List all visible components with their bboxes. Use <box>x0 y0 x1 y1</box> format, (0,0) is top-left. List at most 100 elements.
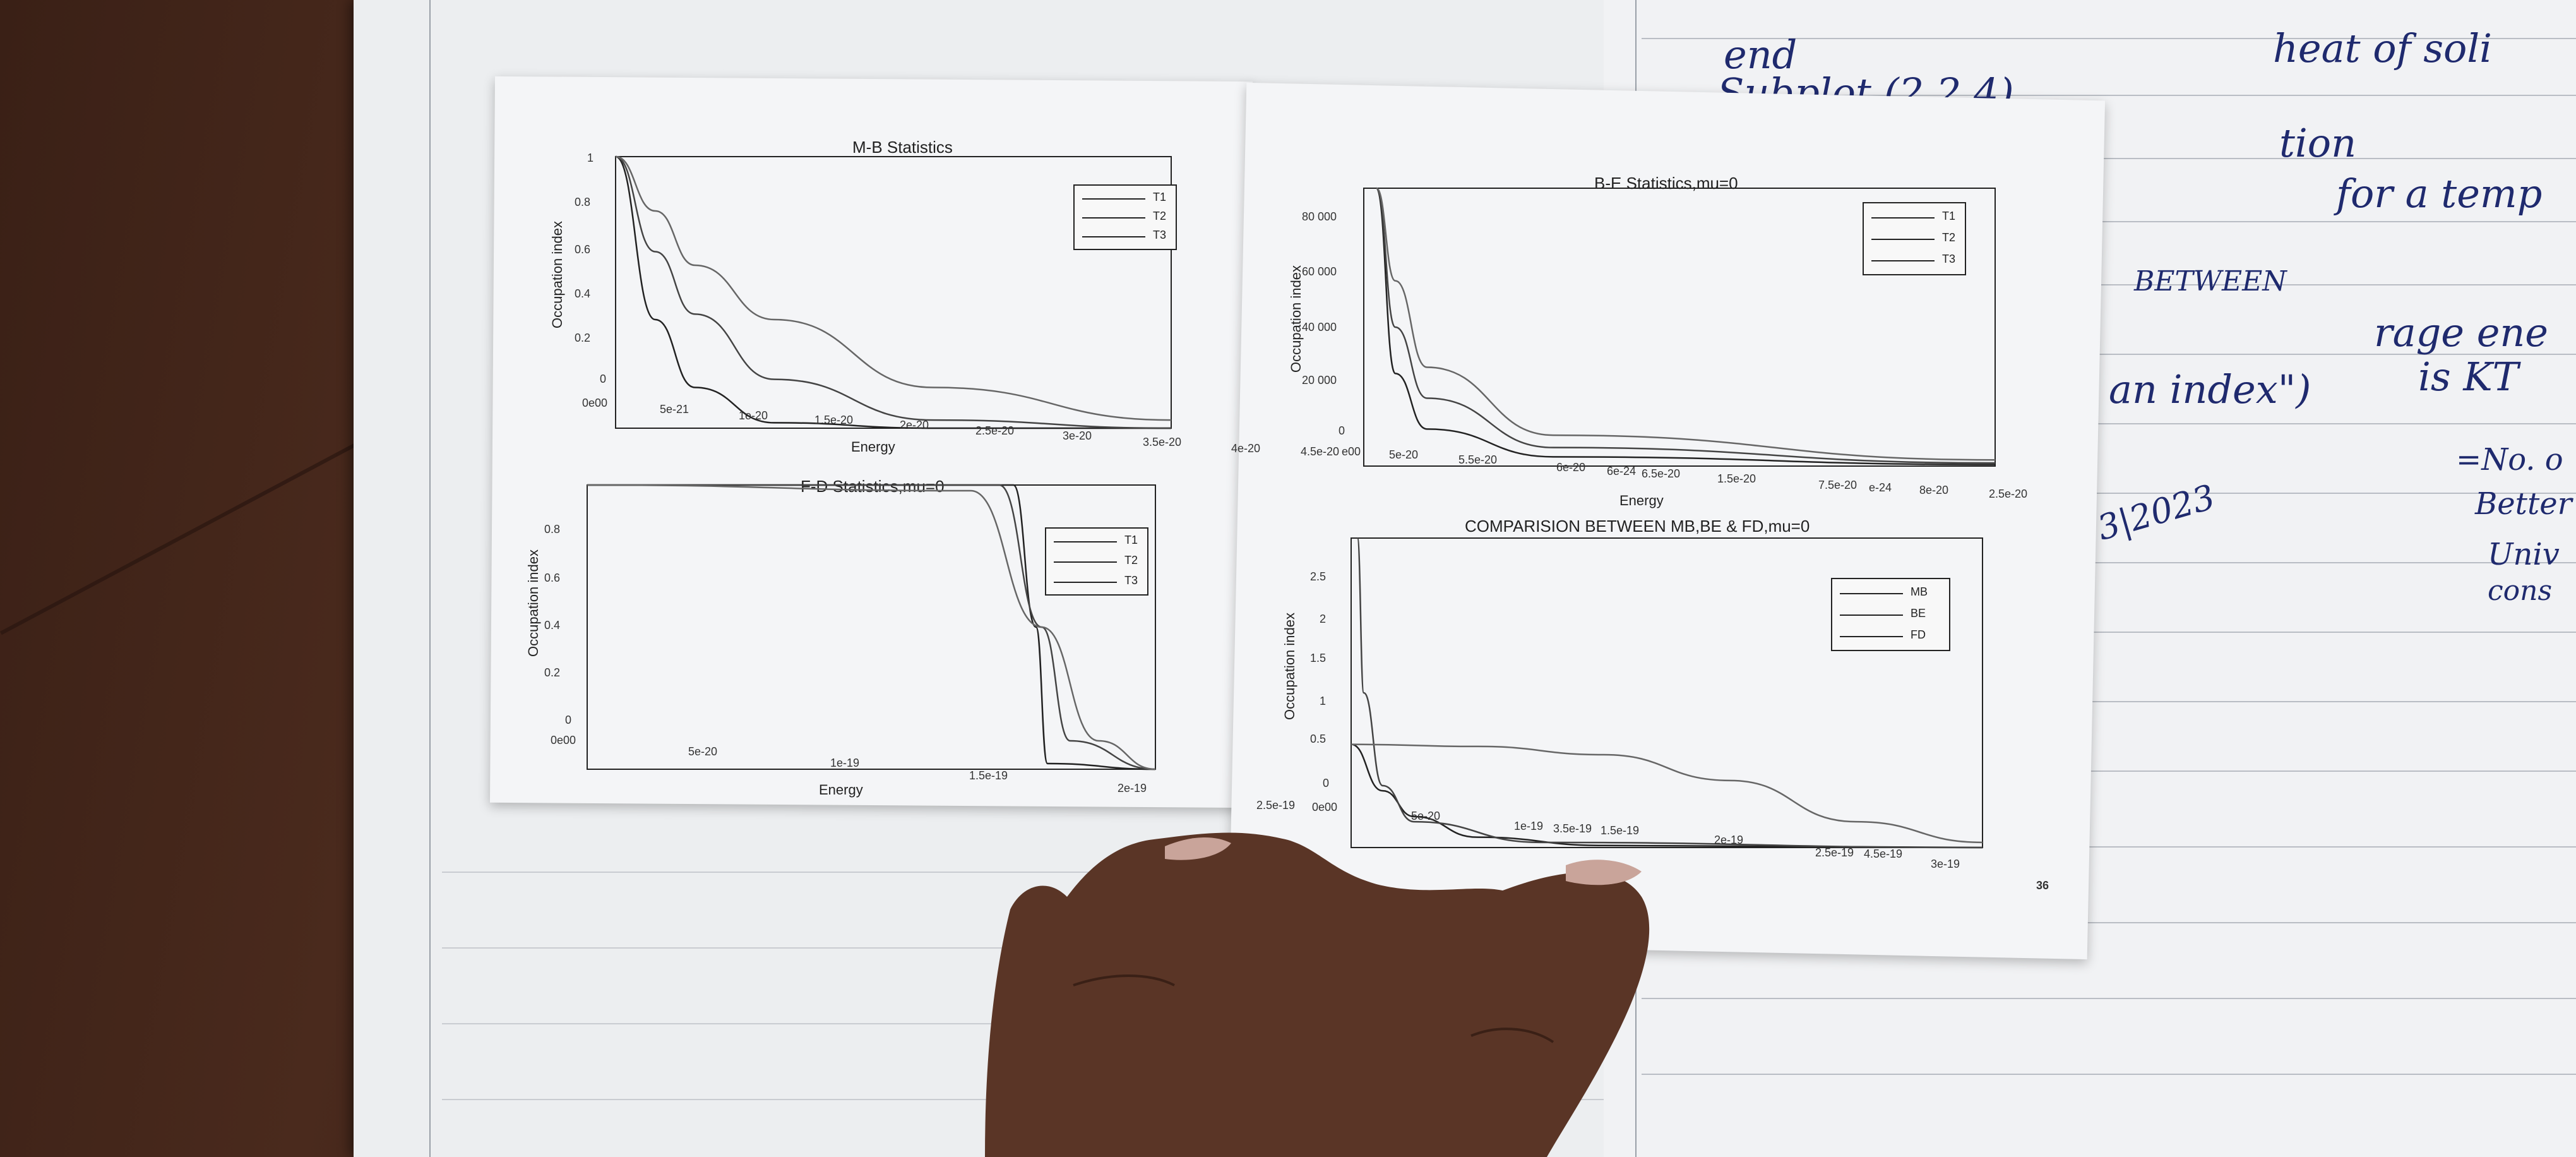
legend-swatch <box>1840 636 1903 637</box>
handwriting-line: =No. o <box>2456 442 2563 477</box>
legend-swatch <box>1054 561 1117 563</box>
mb-title: M-B Statistics <box>852 138 953 157</box>
mb-xtick: 2e-20 <box>900 419 929 431</box>
legend-entry: T3 <box>1871 253 1966 268</box>
cmp-xtick: 3e-19 <box>1931 858 1960 870</box>
be-xtick: 5e-20 <box>1389 448 1419 461</box>
mb-xtick: 2.5e-20 <box>975 424 1015 437</box>
legend-swatch <box>1840 593 1903 594</box>
fd-xtick: 1.5e-19 <box>969 769 1008 782</box>
page-number: 36 <box>2036 879 2049 892</box>
legend-entry: T2 <box>1871 231 1966 246</box>
cmp-ytick: 2.5 <box>1310 570 1327 583</box>
series-line-mb <box>1351 743 1983 849</box>
legend-label: T1 <box>1124 534 1138 546</box>
legend-swatch <box>1840 614 1903 616</box>
cmp-title: COMPARISION BETWEEN MB,BE & FD,mu=0 <box>1465 517 1810 536</box>
mb-xtick: 3.5e-20 <box>1143 436 1182 448</box>
handwriting-line: for a temp <box>2336 171 2543 217</box>
hand-shape <box>985 832 1650 1157</box>
be-xtick: e-24 <box>1869 481 1892 494</box>
mb-xtick: 0e00 <box>582 397 608 409</box>
cmp-xtick: 2e-19 <box>1714 834 1744 846</box>
cmp-ytick: 1.5 <box>1310 652 1327 664</box>
be-xtick: 6.5e-20 <box>1642 467 1681 480</box>
ruled-line <box>442 872 1679 873</box>
cmp-ytick: 0 <box>1323 777 1330 789</box>
ruled-line <box>1642 284 2576 285</box>
fd-xtick: 2e-19 <box>1118 782 1147 794</box>
mb-ytick: 0.4 <box>575 287 591 300</box>
fd-ytick: 0.6 <box>544 572 561 584</box>
legend-swatch <box>1054 541 1117 543</box>
be-xtick: 1.5e-20 <box>1717 472 1756 485</box>
cmp-legend: MB BE FD <box>1831 578 1950 651</box>
be-xtick: e00 <box>1342 445 1361 458</box>
mb-xtick: 4e-20 <box>1231 442 1261 455</box>
ruled-line <box>1642 354 2576 355</box>
fd-ytick: 0.2 <box>544 666 561 679</box>
mb-legend: T1 T2 T3 <box>1073 184 1177 250</box>
be-ytick: 80 000 <box>1302 210 1337 223</box>
legend-entry: BE <box>1840 607 1935 622</box>
mb-ytick: 0.8 <box>575 196 591 208</box>
cmp-xtick: 2.5e-19 <box>1815 846 1854 859</box>
mb-ytick: 1 <box>587 152 594 164</box>
ruled-line <box>1642 158 2576 159</box>
ruled-line <box>1642 701 2576 702</box>
series-line-t3 <box>1376 187 1996 461</box>
be-axes-frame <box>1363 188 1996 467</box>
fd-ytick: 0.4 <box>544 619 561 632</box>
legend-label: T3 <box>1942 253 1956 265</box>
ruled-line <box>1642 770 2576 772</box>
cmp-xtick: 1.5e-19 <box>1601 824 1640 837</box>
be-xtick: 6e-24 <box>1607 465 1637 477</box>
fingernail <box>1566 860 1642 885</box>
cmp-xtick: 0e00 <box>1312 801 1338 813</box>
handwriting-line: Better <box>2475 486 2572 522</box>
series-line-t3 <box>615 155 1172 421</box>
ruled-line <box>1642 922 2576 923</box>
be-xtick: 8e-20 <box>1919 484 1949 496</box>
knuckle-crease <box>1073 974 1175 986</box>
handwriting-line: Univ <box>2488 537 2560 572</box>
series-line-t2 <box>587 484 1156 770</box>
series-line-t3 <box>587 484 1156 770</box>
fingernail <box>1165 837 1231 860</box>
mb-xtick: 5e-21 <box>660 403 689 416</box>
cmp-xtick: 1e-19 <box>1514 820 1544 832</box>
legend-entry: T2 <box>1082 210 1177 225</box>
handwriting-line: rage ene <box>2374 309 2549 356</box>
legend-entry: MB <box>1840 585 1935 601</box>
be-ytick: 0 <box>1339 424 1345 437</box>
ruled-line <box>1642 493 2576 494</box>
mb-xtick: 3e-20 <box>1063 429 1092 442</box>
legend-entry: T3 <box>1054 574 1148 589</box>
handwriting-line: an index") <box>2109 366 2311 412</box>
fd-legend: T1 T2 T3 <box>1045 527 1148 596</box>
cmp-xtick: 3.5e-19 <box>1553 822 1592 835</box>
legend-swatch <box>1082 198 1145 200</box>
series-line-fd <box>1351 743 1983 844</box>
cmp-ytick: 0.5 <box>1310 733 1327 745</box>
legend-entry: T1 <box>1082 191 1177 206</box>
be-xlabel: Energy <box>1619 493 1664 508</box>
mb-ytick: 0 <box>600 373 607 385</box>
ruled-line <box>1642 221 2576 222</box>
legend-swatch <box>1082 217 1145 219</box>
legend-label: T2 <box>1942 231 1956 244</box>
mb-ytick: 0.6 <box>575 243 591 256</box>
handwriting-line: end <box>1724 32 1798 78</box>
mb-xtick: 1e-20 <box>739 409 768 422</box>
cmp-axes-frame <box>1351 537 1983 848</box>
mb-xtick: 1.5e-20 <box>814 414 854 426</box>
legend-label: T1 <box>1942 210 1956 222</box>
cmp-ytick: 1 <box>1320 695 1327 707</box>
legend-entry: T1 <box>1871 210 1966 225</box>
mb-xlabel: Energy <box>851 439 895 455</box>
handwriting-line: BETWEEN <box>2134 265 2287 297</box>
